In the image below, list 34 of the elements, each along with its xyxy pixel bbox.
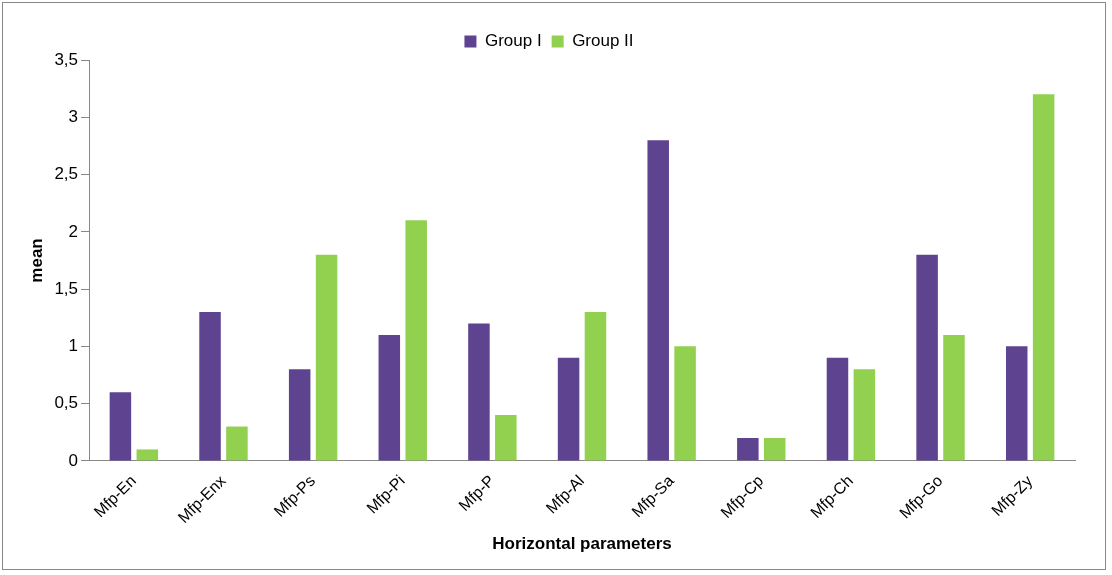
bar: [226, 426, 248, 461]
bar: [584, 312, 607, 461]
bar: [288, 369, 311, 461]
bar: [826, 357, 849, 461]
bar: [737, 437, 759, 461]
bar: [315, 254, 338, 461]
y-axis-title: mean: [26, 238, 46, 283]
y-tick-label: 1: [68, 336, 79, 356]
x-axis-title: Horizontal parameters: [492, 534, 672, 554]
bar: [495, 415, 517, 461]
bar: [674, 346, 696, 461]
bar: [378, 334, 401, 461]
y-tick-label: 0: [68, 450, 79, 470]
bar: [109, 392, 132, 461]
y-tick-label: 3,5: [54, 49, 79, 69]
y-tick-label: 2: [68, 221, 79, 241]
legend-label: Group II: [572, 31, 634, 51]
legend-label: Group I: [484, 31, 542, 51]
bar: [916, 254, 938, 461]
bar: [647, 140, 669, 461]
y-tick-label: 1,5: [54, 278, 79, 298]
y-tick-label: 2,5: [54, 164, 79, 184]
bar: [557, 357, 580, 461]
bar: [136, 449, 159, 461]
bar: [1032, 94, 1055, 461]
y-tick-label: 3: [68, 106, 79, 126]
bar: [199, 312, 221, 461]
bar: [943, 334, 965, 461]
bar: [1005, 346, 1028, 461]
bar: [763, 437, 786, 461]
bar: [853, 369, 876, 461]
bar: [405, 220, 427, 461]
y-tick-label: 0,5: [54, 393, 79, 413]
bar: [468, 323, 490, 461]
